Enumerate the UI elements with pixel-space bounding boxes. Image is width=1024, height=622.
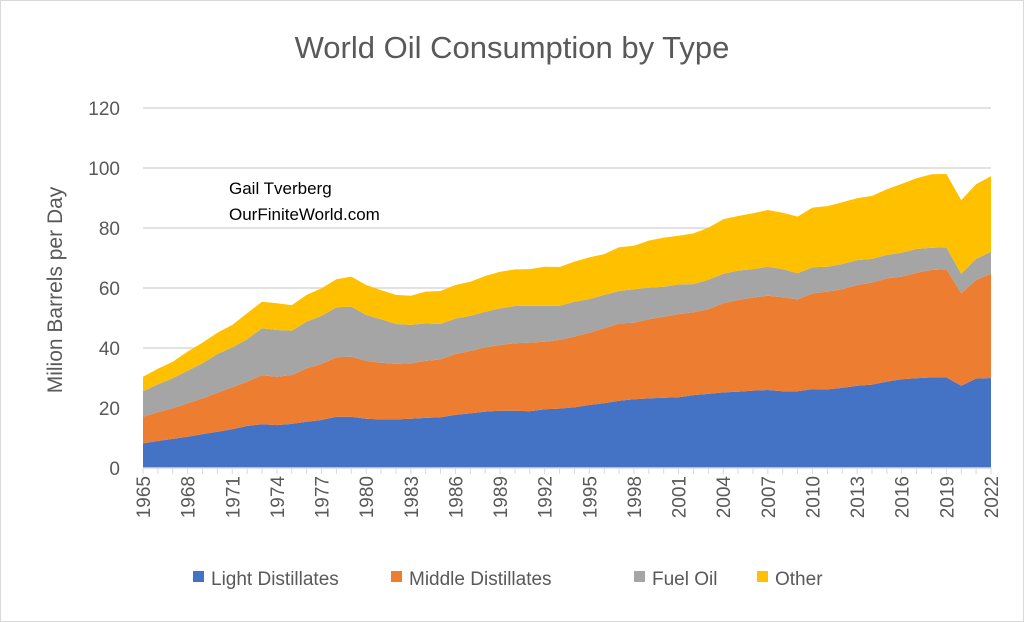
x-tick-label: 1980 [357, 476, 378, 518]
chart-title: World Oil Consumption by Type [295, 30, 730, 65]
area-light-distillates [143, 377, 991, 468]
area-fuel-oil [143, 247, 991, 417]
legend-label: Light Distillates [211, 569, 339, 590]
legend-swatch [634, 571, 645, 582]
legend-swatch [757, 571, 768, 582]
x-tick-label: 1989 [491, 476, 512, 518]
y-tick-label: 120 [88, 99, 120, 120]
x-tick-label: 1995 [580, 476, 601, 518]
area-other [143, 174, 991, 392]
x-tick-label: 1998 [625, 476, 646, 518]
annotation-site: OurFiniteWorld.com [229, 205, 380, 224]
y-tick-label: 80 [99, 219, 120, 240]
x-tick-label: 1965 [134, 476, 155, 518]
x-tick-label: 2016 [893, 476, 914, 518]
x-tick-label: 1971 [223, 476, 244, 518]
y-tick-label: 0 [109, 459, 120, 480]
x-tick-label: 1977 [313, 476, 334, 518]
x-tick-label: 2004 [714, 476, 735, 519]
legend-label: Other [775, 569, 823, 590]
x-tick-label: 2001 [670, 476, 691, 518]
x-tick-label: 1968 [179, 476, 200, 518]
area-series [143, 174, 991, 468]
legend-swatch [193, 571, 204, 582]
annotation-author: Gail Tverberg [229, 179, 332, 198]
y-tick-labels: 0 20 40 60 80 100 120 [88, 99, 120, 480]
x-tick-label: 2007 [759, 476, 780, 518]
x-tick-label: 2022 [982, 476, 1003, 518]
y-tick-label: 100 [88, 159, 120, 180]
x-tick-label: 1992 [536, 476, 557, 518]
x-tick-label: 1983 [402, 476, 423, 518]
legend: Light Distillates Middle Distillates Fuel … [193, 569, 823, 590]
y-tick-label: 60 [99, 279, 120, 300]
x-tick-label: 1974 [268, 476, 289, 519]
x-tick-label: 2019 [937, 476, 958, 518]
x-tick-label: 2013 [848, 476, 869, 518]
legend-swatch [391, 571, 402, 582]
legend-label: Middle Distillates [409, 569, 552, 590]
x-axis: 1965 1968 1971 1974 1977 1980 1983 1986 1989 1992… [134, 467, 1003, 519]
legend-label: Fuel Oil [652, 569, 717, 590]
y-axis-label: Milion Barrels per Day [44, 186, 67, 393]
y-tick-label: 40 [99, 339, 120, 360]
y-tick-label: 20 [99, 399, 120, 420]
area-middle-distillates [143, 269, 991, 444]
x-tick-label: 2010 [803, 476, 824, 518]
x-tick-label: 1986 [446, 476, 467, 518]
